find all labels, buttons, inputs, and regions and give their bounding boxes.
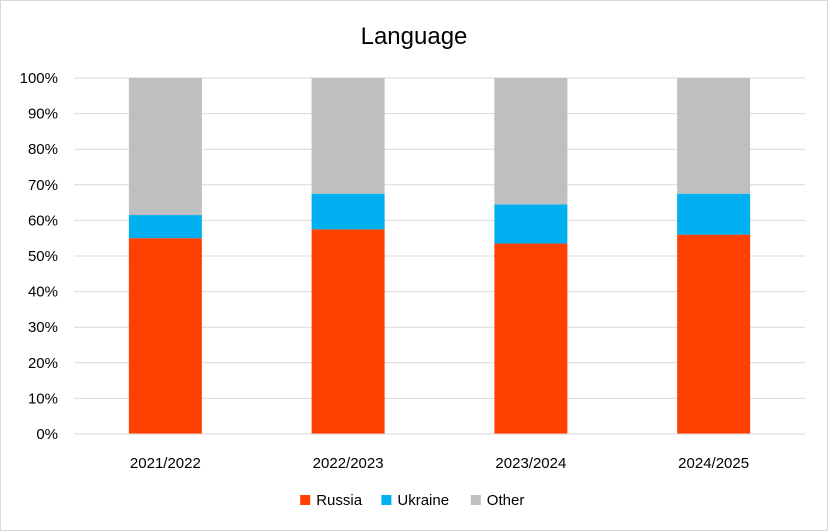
y-tick-label: 90% — [28, 106, 58, 123]
bars — [128, 78, 751, 434]
legend-swatch-ukraine — [381, 495, 392, 505]
y-tick-label: 40% — [28, 284, 58, 301]
bar-russia-3 — [677, 234, 751, 434]
bar-russia-0 — [128, 238, 202, 434]
x-tick-label: 2021/2022 — [130, 455, 201, 472]
x-tick-label: 2022/2023 — [313, 455, 384, 472]
y-tick-label: 70% — [28, 177, 58, 194]
legend-label-russia: Russia — [316, 492, 363, 509]
chart-title: Language — [361, 23, 468, 50]
legend-label-ukraine: Ukraine — [397, 492, 449, 509]
y-tick-label: 80% — [28, 141, 58, 158]
y-tick-label: 100% — [20, 70, 58, 87]
bar-other-2 — [494, 78, 568, 205]
bar-ukraine-3 — [677, 193, 751, 235]
bar-russia-2 — [494, 243, 568, 434]
bar-ukraine-2 — [494, 204, 568, 244]
x-tick-label: 2024/2025 — [678, 455, 749, 472]
x-axis: 2021/2022 2022/2023 2023/2024 2024/2025 — [74, 433, 805, 472]
legend-swatch-russia — [300, 495, 311, 505]
bar-other-0 — [128, 78, 202, 216]
bar-ukraine-1 — [311, 193, 385, 230]
y-tick-label: 0% — [36, 426, 58, 443]
y-tick-label: 50% — [28, 248, 58, 265]
y-axis-tick-labels: 0% 10% 20% 30% 40% 50% 60% 70% 80% 90% 100% — [20, 70, 58, 443]
bar-other-1 — [311, 78, 385, 194]
legend-swatch-other — [470, 495, 481, 505]
y-tick-label: 20% — [28, 355, 58, 372]
bar-ukraine-0 — [128, 215, 202, 239]
bar-russia-1 — [311, 229, 385, 434]
y-tick-label: 60% — [28, 212, 58, 229]
x-tick-label: 2023/2024 — [495, 455, 566, 472]
bar-other-3 — [677, 78, 751, 194]
y-tick-label: 10% — [28, 390, 58, 407]
y-tick-label: 30% — [28, 319, 58, 336]
legend: Russia Ukraine Other — [300, 492, 524, 509]
legend-label-other: Other — [487, 492, 525, 509]
